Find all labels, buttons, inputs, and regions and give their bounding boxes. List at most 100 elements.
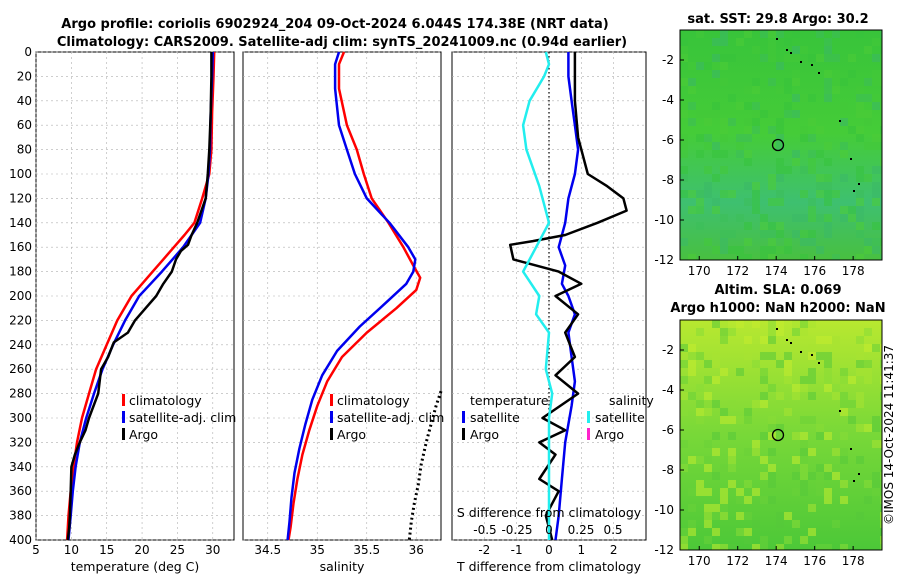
map-cell	[824, 70, 832, 78]
map-cell	[808, 230, 816, 238]
map-cell	[688, 118, 696, 126]
x-tick-label: 30	[205, 543, 220, 557]
map-cell	[720, 416, 728, 424]
temperature-panel: 0 20 40 60 80 100 120 140 160 180 200 220 240 260 280 3…	[9, 45, 236, 574]
map-cell	[760, 352, 768, 360]
map-cell	[760, 254, 768, 260]
map-cell	[856, 352, 864, 360]
map-cell	[800, 440, 808, 448]
map-cell	[856, 166, 864, 174]
map-cell	[696, 62, 704, 70]
map-x-tick-label: 172	[726, 264, 749, 278]
map-cell	[880, 432, 882, 440]
map-cell	[744, 30, 752, 38]
y-tick-label: 320	[9, 435, 32, 449]
salinity-legend: climatology satellite-adj. clim Argo	[330, 393, 444, 442]
map-cell	[856, 254, 864, 260]
map-cell	[880, 344, 882, 352]
map-cell	[856, 222, 864, 230]
map-cell	[744, 102, 752, 110]
map-cell	[800, 384, 808, 392]
sst-map-ticks: 170 172 174 176 178 -2 -4 -6 -8 -10 -12	[654, 53, 864, 278]
island-dot	[790, 52, 792, 54]
map-cell	[856, 198, 864, 206]
map-cell	[688, 528, 696, 536]
map-cell	[696, 110, 704, 118]
map-cell	[728, 190, 736, 198]
map-cell	[712, 246, 720, 254]
map-cell	[752, 126, 760, 134]
sla-map-ticks: 170 172 174 176 178 -2 -4 -6 -8 -10 -12	[654, 343, 864, 568]
difference-top-label: S difference from climatology	[457, 505, 642, 520]
map-cell	[776, 198, 784, 206]
map-cell	[840, 368, 848, 376]
island-dot	[853, 480, 855, 482]
difference-legend-temperature: temperature satellite Argo	[462, 393, 549, 442]
map-cell	[760, 400, 768, 408]
map-cell	[848, 126, 856, 134]
map-cell	[880, 544, 882, 550]
map-cell	[824, 222, 832, 230]
legend-label-climatology: climatology	[337, 393, 410, 408]
map-cell	[696, 328, 704, 336]
map-cell	[680, 110, 688, 118]
difference-xlabel: T difference from climatology	[456, 559, 642, 574]
map-cell	[816, 174, 824, 182]
map-cell	[864, 142, 872, 150]
map-cell	[824, 464, 832, 472]
map-cell	[768, 222, 776, 230]
map-cell	[800, 190, 808, 198]
map-cell	[840, 118, 848, 126]
map-cell	[800, 94, 808, 102]
argo-location-marker	[771, 428, 785, 442]
map-cell	[864, 328, 872, 336]
map-cell	[744, 528, 752, 536]
map-cell	[880, 360, 882, 368]
map-cell	[784, 238, 792, 246]
map-cell	[704, 118, 712, 126]
map-cell	[792, 30, 800, 38]
map-cell	[792, 78, 800, 86]
map-cell	[720, 336, 728, 344]
sla-map-cells	[680, 320, 882, 550]
map-cell	[720, 38, 728, 46]
map-cell	[704, 440, 712, 448]
map-cell	[688, 360, 696, 368]
map-cell	[696, 400, 704, 408]
map-cell	[712, 70, 720, 78]
map-cell	[720, 408, 728, 416]
map-cell	[840, 432, 848, 440]
sla-map-title: Altim. SLA: 0.069	[715, 283, 842, 298]
map-cell	[712, 400, 720, 408]
legend-label-s-satellite: satellite	[595, 410, 645, 425]
map-cell	[712, 62, 720, 70]
map-cell	[872, 94, 880, 102]
map-cell	[840, 206, 848, 214]
legend-label-t-satellite: satellite	[470, 410, 520, 425]
map-cell	[712, 448, 720, 456]
map-cell	[688, 352, 696, 360]
series-line	[521, 51, 554, 540]
map-cell	[824, 360, 832, 368]
y-tick-label: 200	[9, 289, 32, 303]
map-cell	[696, 352, 704, 360]
map-cell	[768, 328, 776, 336]
map-cell	[824, 190, 832, 198]
map-cell	[864, 118, 872, 126]
map-cell	[744, 344, 752, 352]
map-cell	[808, 150, 816, 158]
map-cell	[728, 328, 736, 336]
map-cell	[864, 78, 872, 86]
map-cell	[776, 328, 784, 336]
map-cell	[880, 376, 882, 384]
map-cell	[776, 246, 784, 254]
map-cell	[688, 520, 696, 528]
map-cell	[752, 344, 760, 352]
map-cell	[744, 134, 752, 142]
legend-swatch-s-satellite	[587, 411, 590, 423]
map-cell	[872, 480, 880, 488]
map-cell	[744, 480, 752, 488]
map-cell	[776, 520, 784, 528]
map-cell	[856, 102, 864, 110]
